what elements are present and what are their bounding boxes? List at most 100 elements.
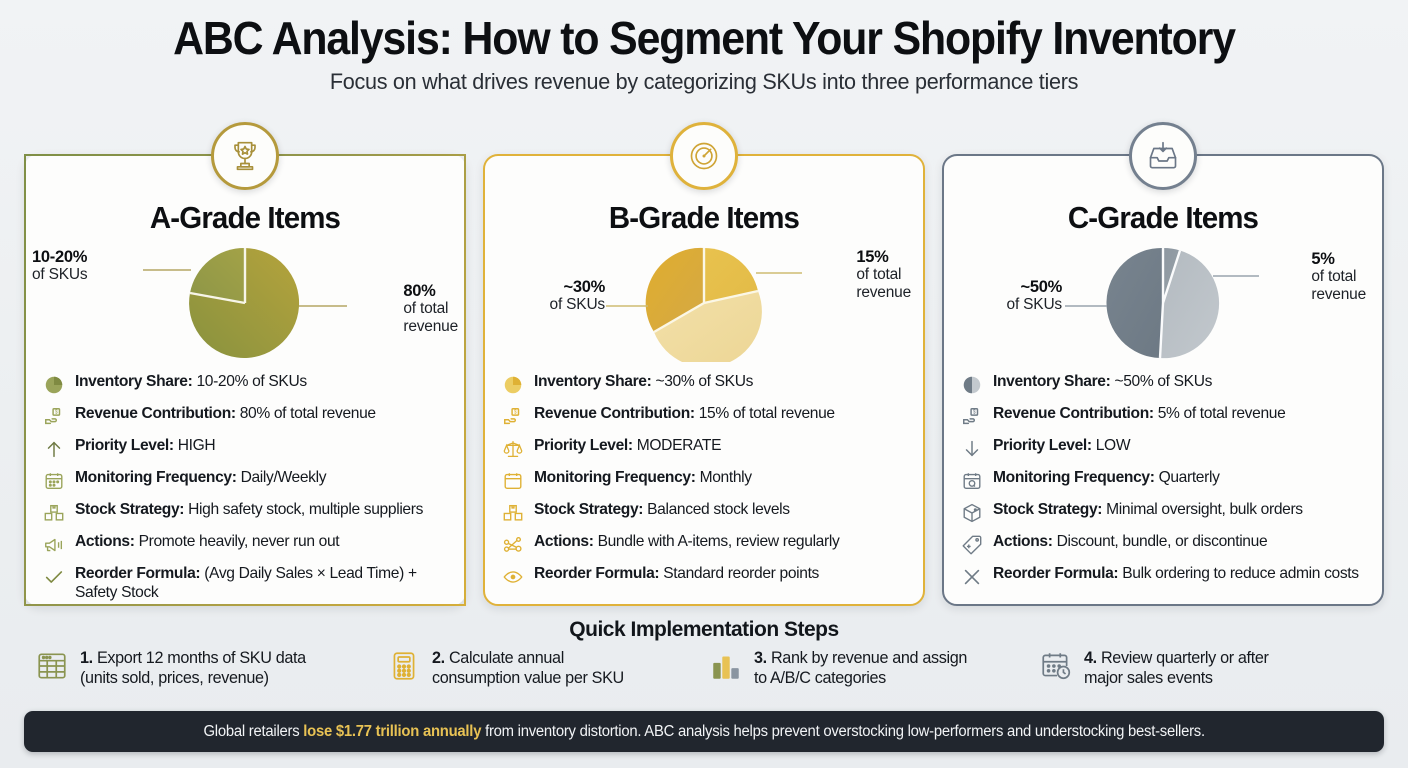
card-c-title: C-Grade Items: [1067, 200, 1259, 235]
close-x-icon: [960, 565, 984, 589]
row-value: Minimal oversight, bulk orders: [1106, 501, 1303, 518]
row-label: Reorder Formula:: [75, 565, 201, 582]
list-item: Reorder Formula: (Avg Daily Sales × Lead…: [42, 564, 450, 602]
page-title: ABC Analysis: How to Segment Your Shopif…: [173, 12, 1236, 64]
row-value: Standard reorder points: [663, 565, 820, 582]
list-item: Actions: Promote heavily, never run out: [42, 532, 450, 557]
card-a-grade[interactable]: A-Grade Items: [24, 122, 466, 606]
calculator-icon: [386, 648, 422, 684]
row-value: High safety stock, multiple suppliers: [188, 501, 424, 518]
hand-money-icon: $: [960, 405, 984, 429]
boxes-icon: [501, 501, 525, 525]
step-4: 4. Review quarterly or after major sales …: [1038, 648, 1368, 689]
row-label: Stock Strategy:: [534, 501, 644, 518]
card-c-pie-area: ~50% of SKUs 5% of total revenue: [944, 242, 1382, 366]
spreadsheet-icon: [34, 648, 70, 684]
row-label: Actions:: [534, 533, 594, 550]
row-label: Priority Level:: [534, 437, 633, 454]
list-item: Inventory Share: ~50% of SKUs: [960, 372, 1368, 397]
row-label: Actions:: [993, 533, 1053, 550]
list-item: Priority Level: LOW: [960, 436, 1368, 461]
bar-chart-icon: [708, 648, 744, 684]
boxes-icon: [42, 501, 66, 525]
row-label: Stock Strategy:: [75, 501, 185, 518]
pie-a-label-revenue: 80% of total revenue: [403, 282, 458, 335]
list-item: Actions: Discount, bundle, or discontinu…: [960, 532, 1368, 557]
hand-money-icon: $: [501, 405, 525, 429]
svg-text:$: $: [973, 410, 976, 416]
svg-text:$: $: [514, 410, 517, 416]
pie-a-label-skus: 10-20% of SKUs: [32, 248, 88, 284]
list-item: Inventory Share: ~30% of SKUs: [501, 372, 909, 397]
arrow-down-icon: [960, 437, 984, 461]
step-line2: to A/B/C categories: [754, 668, 886, 687]
row-value: ~50% of SKUs: [1114, 373, 1213, 390]
step-line2: (units sold, prices, revenue): [80, 668, 269, 687]
row-label: Inventory Share:: [534, 373, 652, 390]
megaphone-icon: [42, 533, 66, 557]
card-b-title: B-Grade Items: [608, 200, 800, 235]
row-value: (Avg Daily Sales × Lead Time) + Safety S…: [75, 565, 417, 602]
half-circle-icon: [960, 373, 984, 397]
inbox-download-icon: [1149, 141, 1177, 169]
step-number: 3.: [754, 649, 767, 667]
row-label: Priority Level:: [75, 437, 174, 454]
pie-chart-icon: [501, 373, 525, 397]
pie-c-label-revenue: 5% of total revenue: [1311, 250, 1366, 303]
discount-tag-icon: [960, 533, 984, 557]
card-b-grade[interactable]: B-Grade Items: [483, 122, 925, 606]
list-item: Inventory Share: 10-20% of SKUs: [42, 372, 450, 397]
pie-chart-a: [143, 247, 347, 358]
step-line1: Rank by revenue and assign: [770, 649, 968, 667]
pie-chart-b: [606, 247, 802, 362]
check-icon: [42, 565, 66, 589]
row-label: Revenue Contribution:: [993, 405, 1154, 422]
step-line1: Export 12 months of SKU data: [96, 649, 306, 667]
card-a-pie-area: 10-20% of SKUs 80% of total revenue: [26, 242, 464, 366]
eye-icon: [501, 565, 525, 589]
row-value: 10-20% of SKUs: [196, 373, 307, 390]
list-item: Priority Level: HIGH: [42, 436, 450, 461]
list-item: Reorder Formula: Standard reorder points: [501, 564, 909, 589]
row-label: Monitoring Frequency:: [993, 469, 1155, 486]
svg-text:$: $: [55, 410, 58, 416]
scales-icon: [501, 437, 525, 461]
row-label: Reorder Formula:: [993, 565, 1119, 582]
step-line1: Review quarterly or after: [1100, 649, 1269, 667]
row-value: Daily/Weekly: [240, 469, 327, 486]
list-item: Monitoring Frequency: Daily/Weekly: [42, 468, 450, 493]
row-label: Monitoring Frequency:: [75, 469, 237, 486]
list-item: Monitoring Frequency: Monthly: [501, 468, 909, 493]
grade-cards: A-Grade Items: [24, 122, 1384, 606]
hand-money-icon: $: [42, 405, 66, 429]
pie-c-label-skus: ~50% of SKUs: [1006, 278, 1063, 314]
row-value: Discount, bundle, or discontinue: [1056, 533, 1268, 550]
row-label: Monitoring Frequency:: [534, 469, 696, 486]
row-value: HIGH: [177, 437, 216, 454]
row-label: Inventory Share:: [993, 373, 1111, 390]
list-item: Priority Level: MODERATE: [501, 436, 909, 461]
banner-suffix: from inventory distortion. ABC analysis …: [481, 722, 1205, 740]
card-a-title: A-Grade Items: [149, 200, 341, 235]
step-2: 2. Calculate annual consumption value per…: [386, 648, 708, 689]
list-item: $ Revenue Contribution: 15% of total rev…: [501, 404, 909, 429]
card-b-list: Inventory Share: ~30% of SKUs $ Revenue …: [501, 372, 909, 589]
row-value: MODERATE: [636, 437, 722, 454]
row-value: LOW: [1095, 437, 1131, 454]
list-item: Reorder Formula: Bulk ordering to reduce…: [960, 564, 1368, 589]
card-a-list: Inventory Share: 10-20% of SKUs $ Revenu…: [42, 372, 450, 602]
step-line2: major sales events: [1084, 668, 1213, 687]
footer-banner: Global retailers lose $1.77 trillion ann…: [24, 711, 1384, 752]
row-value: Quarterly: [1158, 469, 1220, 486]
list-item: Stock Strategy: Minimal oversight, bulk …: [960, 500, 1368, 525]
card-b-badge: [670, 122, 738, 190]
list-item: $ Revenue Contribution: 5% of total reve…: [960, 404, 1368, 429]
list-item: $ Revenue Contribution: 80% of total rev…: [42, 404, 450, 429]
row-label: Inventory Share:: [75, 373, 193, 390]
pie-b-label-skus: ~30% of SKUs: [549, 278, 606, 314]
card-a-badge: [211, 122, 279, 190]
row-label: Revenue Contribution:: [75, 405, 236, 422]
card-c-grade[interactable]: C-Grade Items: [942, 122, 1384, 606]
step-number: 2.: [432, 649, 445, 667]
row-value: 80% of total revenue: [239, 405, 376, 422]
